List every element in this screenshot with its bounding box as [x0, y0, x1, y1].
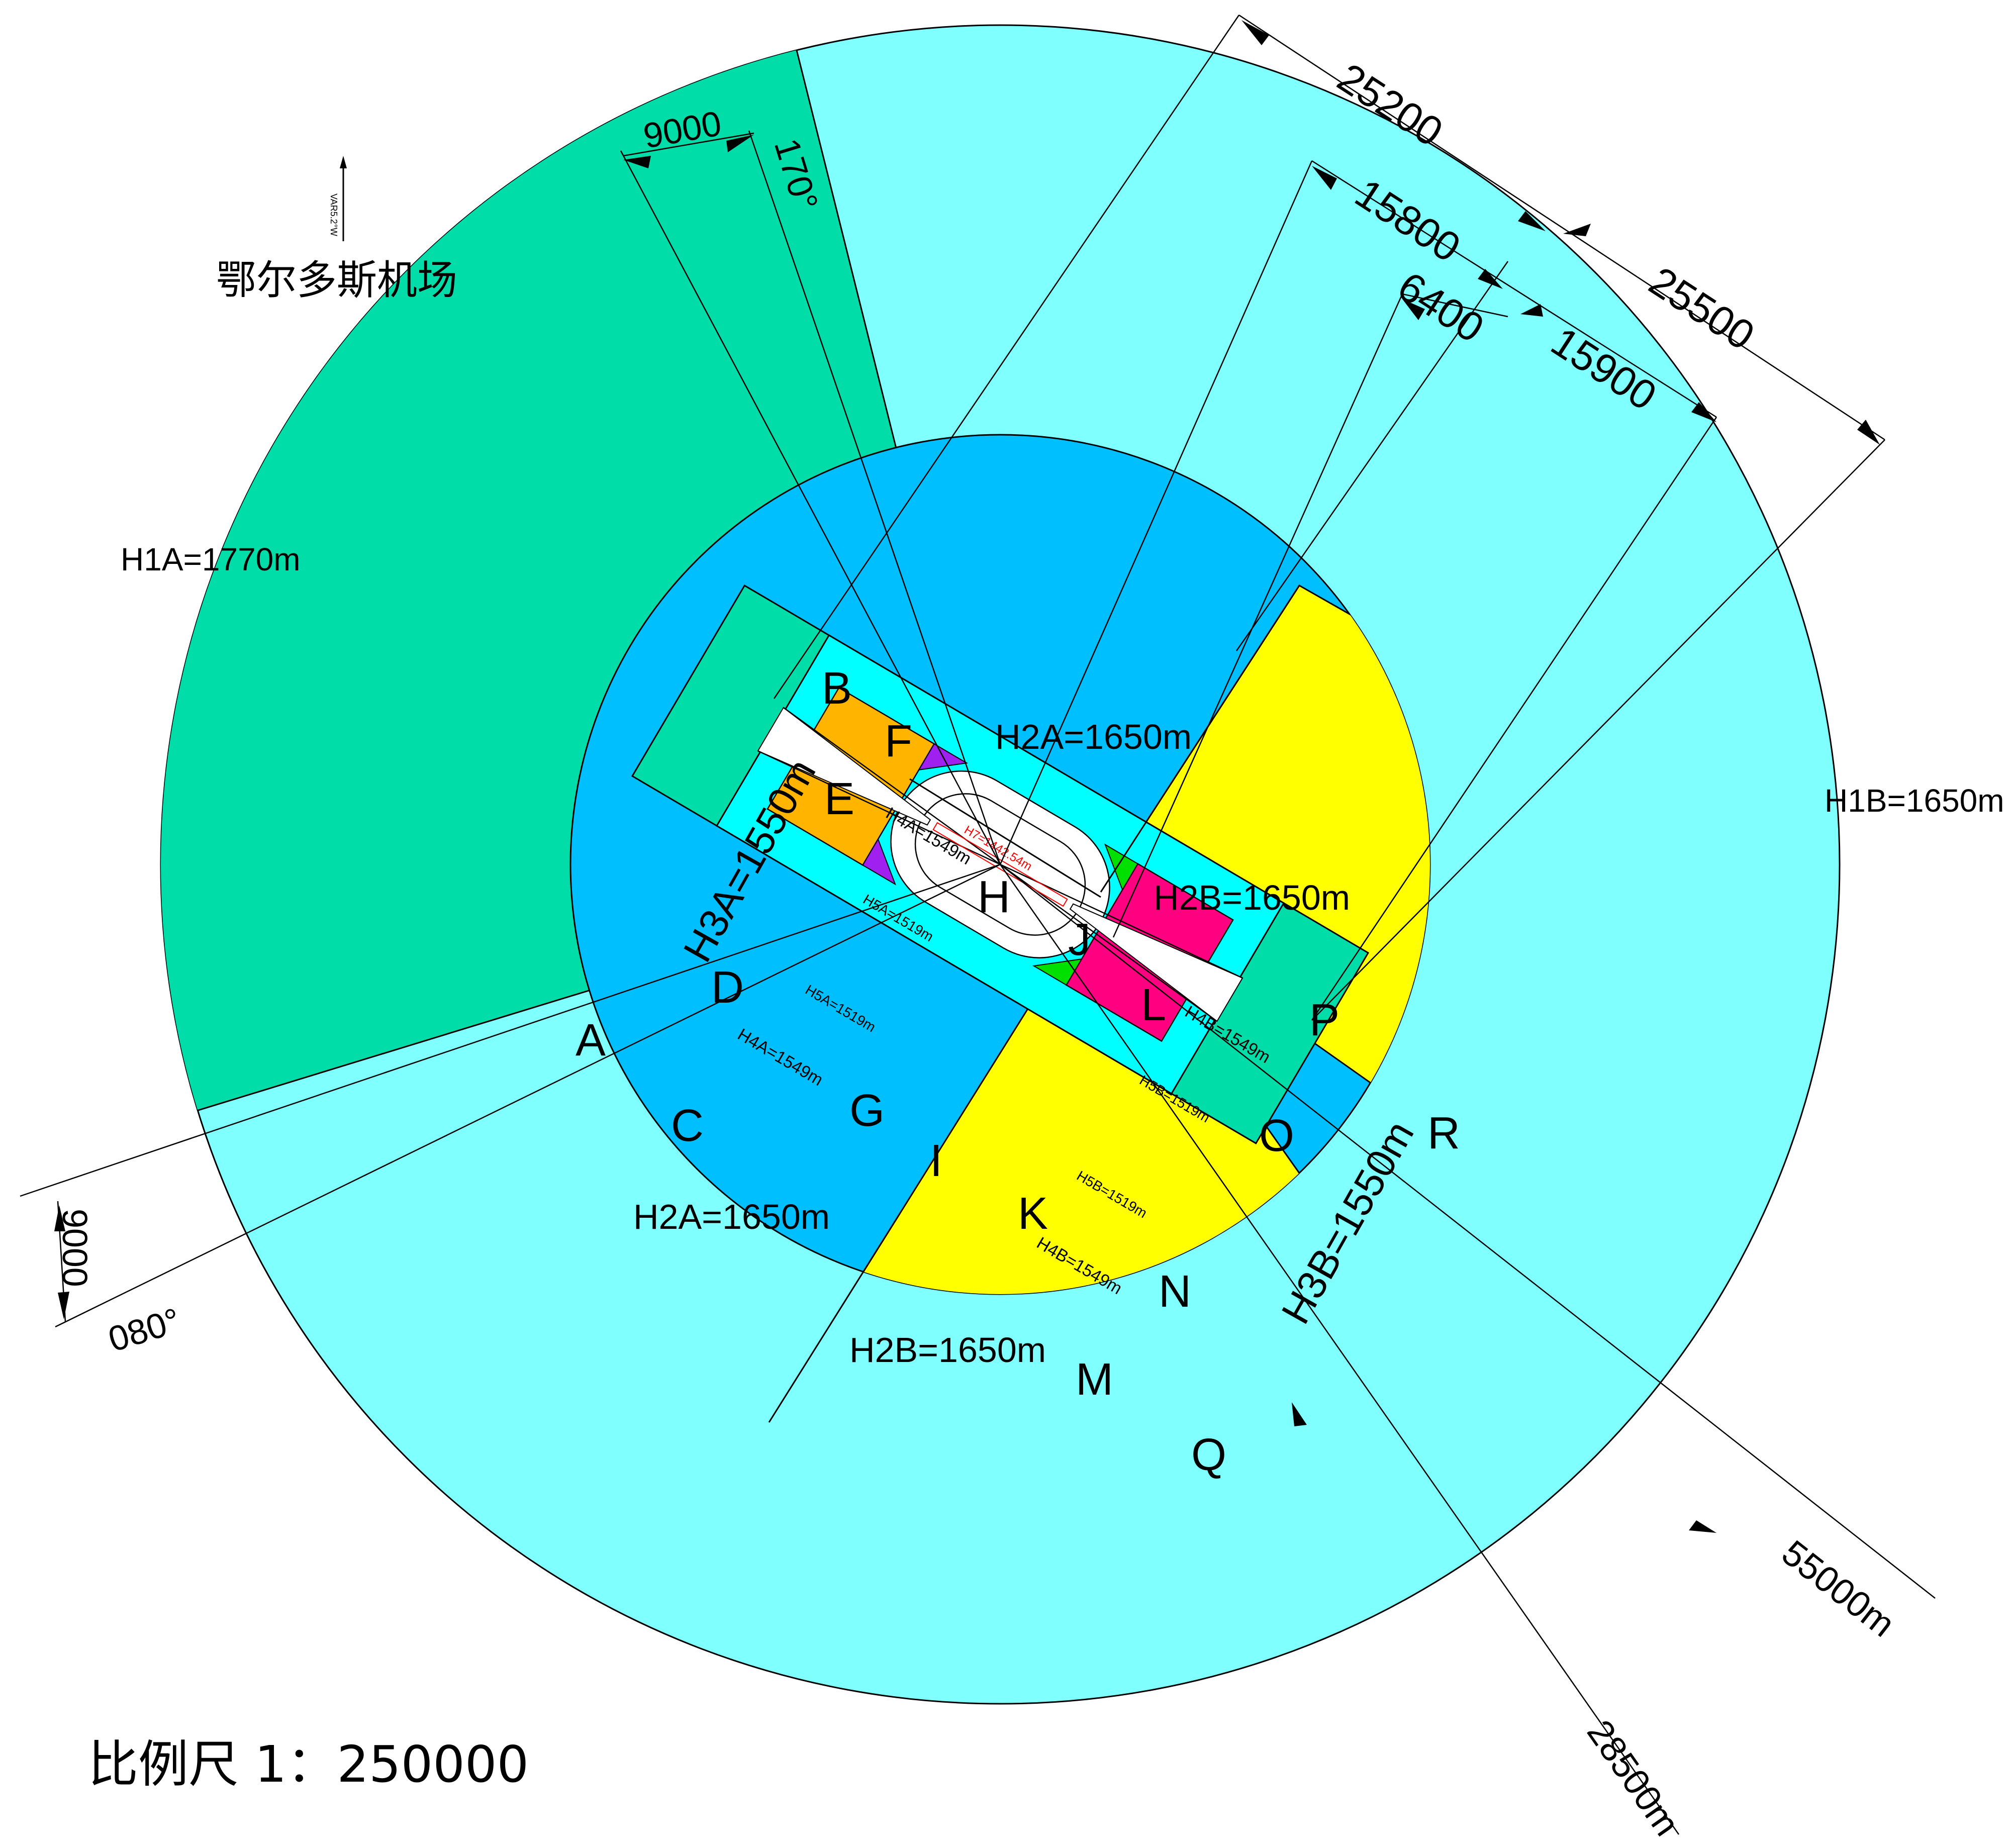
point-m: M	[1076, 1354, 1113, 1405]
h2b-right-label: H2B=1650m	[1154, 878, 1350, 917]
point-c: C	[671, 1101, 704, 1151]
point-l: L	[1141, 980, 1166, 1030]
h2b-bottom-label: H2B=1650m	[849, 1330, 1046, 1370]
radius-28500: 28500m	[1579, 1713, 1687, 1843]
airport-title: 鄂尔多斯机场	[216, 257, 457, 304]
point-labels: A B C D E F G H I J K L M N O P Q R	[576, 663, 1460, 1480]
divider-j	[1100, 585, 1300, 893]
angle-080: 080°	[104, 1300, 185, 1359]
point-a: A	[576, 1015, 606, 1065]
point-b: B	[822, 663, 852, 714]
point-i: I	[930, 1136, 942, 1186]
point-o: O	[1259, 1111, 1294, 1161]
point-e: E	[824, 774, 854, 824]
radius-55000: 55000m	[1774, 1533, 1902, 1645]
dimension-lines	[20, 14, 1936, 1835]
purple-wedge-bottom	[862, 838, 897, 886]
point-d: D	[711, 962, 744, 1013]
point-k: K	[1018, 1189, 1048, 1239]
arrowheads	[54, 20, 1880, 1533]
point-j: J	[1068, 915, 1091, 965]
point-p: P	[1309, 995, 1339, 1045]
north-arrow: VAR5.2°W	[329, 156, 347, 241]
dim-9000-left: 9000	[55, 1209, 94, 1287]
point-q: Q	[1191, 1430, 1226, 1480]
scale-label: 比例尺 1：250000	[88, 1735, 529, 1794]
point-h: H	[978, 872, 1010, 922]
point-f: F	[885, 716, 912, 766]
divider-top	[909, 778, 1101, 898]
point-g: G	[849, 1086, 885, 1136]
h2a-bottom-label: H2A=1650m	[633, 1197, 830, 1236]
north-var-label: VAR5.2°W	[329, 193, 339, 236]
approach-surface-right	[1069, 903, 1243, 1022]
h1a-label: H1A=1770m	[121, 541, 301, 577]
green-wedge-bottom	[1032, 958, 1083, 986]
h1b-label: H1B=1650m	[1825, 783, 2004, 819]
green-wedge-top	[1104, 843, 1138, 891]
h2a-top-label: H2A=1650m	[995, 717, 1192, 756]
divider-i	[768, 1213, 901, 1423]
point-r: R	[1427, 1108, 1460, 1158]
point-n: N	[1159, 1267, 1191, 1317]
approach-surface-left	[757, 707, 931, 826]
